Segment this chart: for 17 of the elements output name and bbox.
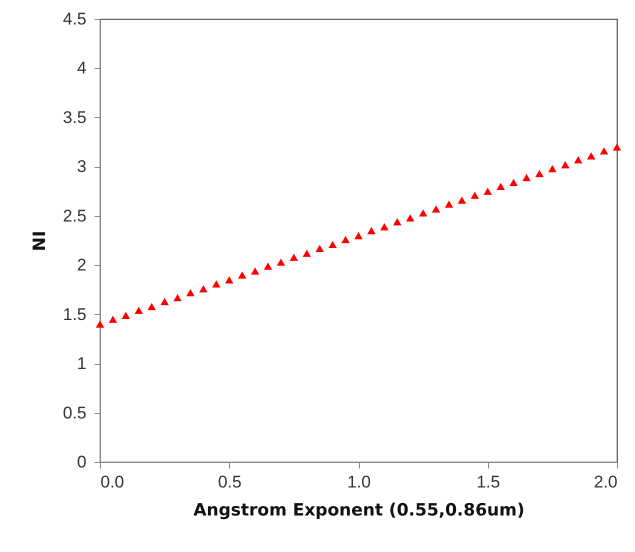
x-tick-label: 1.0: [347, 472, 371, 492]
x-tick-label: 0.0: [100, 472, 124, 492]
y-tick-label: 3.5: [62, 108, 86, 127]
y-tick-label: 2.5: [62, 206, 86, 226]
x-tick-label: 0.5: [218, 472, 242, 492]
y-axis-title: NI: [30, 230, 50, 252]
y-tick-label: 2: [77, 256, 86, 275]
y-tick-label: 0.5: [62, 403, 86, 422]
y-tick-label: 1.5: [62, 304, 86, 324]
y-tick-label: 4: [77, 58, 86, 78]
y-tick-label: 1: [77, 354, 86, 374]
y-tick-label: 3: [77, 157, 86, 176]
y-tick-label: 0: [77, 452, 86, 472]
x-tick-label: 2.0: [594, 472, 618, 492]
x-axis-title: Angstrom Exponent (0.55,0.86um): [193, 500, 525, 520]
y-tick-label: 4.5: [62, 10, 86, 28]
x-tick-label: 1.5: [476, 472, 500, 492]
